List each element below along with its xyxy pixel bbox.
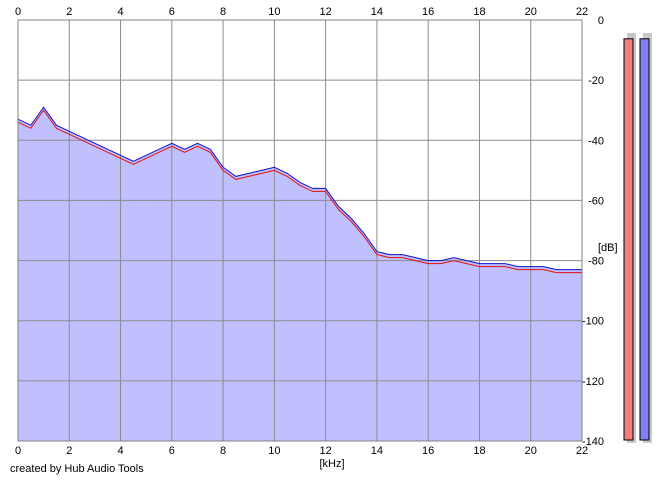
plot-frame [17, 19, 583, 442]
y-tick-label: -40 [588, 135, 604, 147]
x-tick-label-top: 0 [15, 6, 21, 18]
x-tick-label-bottom: 10 [268, 445, 280, 457]
y-tick-label: 0 [598, 15, 604, 27]
x-tick-label-bottom: 22 [576, 445, 588, 457]
x-tick-label-top: 8 [220, 6, 226, 18]
x-tick-label-top: 16 [422, 6, 434, 18]
x-tick-label-top: 12 [320, 6, 332, 18]
x-tick-label-bottom: 2 [66, 445, 72, 457]
x-tick-label-bottom: 4 [117, 445, 123, 457]
series-line-2 [17, 106, 582, 271]
x-tick-label-top: 6 [169, 6, 175, 18]
x-tick-label-top: 18 [473, 6, 485, 18]
x-axis-label: [kHz] [319, 458, 344, 470]
x-tick-label-bottom: 12 [320, 445, 332, 457]
x-tick-label-bottom: 14 [371, 445, 383, 457]
y-tick-label: -80 [588, 256, 604, 268]
y-tick-label: -20 [588, 75, 604, 87]
x-tick-label-top: 4 [117, 6, 123, 18]
y-tick-label: -60 [588, 195, 604, 207]
x-tick-label-top: 10 [268, 6, 280, 18]
y-tick-label: -100 [582, 316, 604, 328]
x-tick-label-bottom: 6 [169, 445, 175, 457]
level-meter-1 [623, 38, 634, 441]
series-line-1 [17, 109, 582, 274]
level-meter-2 [639, 38, 650, 441]
x-tick-label-top: 2 [66, 6, 72, 18]
x-tick-label-top: 14 [371, 6, 383, 18]
spectrum-fill [18, 107, 582, 441]
y-axis-label: [dB] [598, 242, 618, 254]
x-tick-label-bottom: 8 [220, 445, 226, 457]
x-tick-label-top: 20 [525, 6, 537, 18]
credit-text: created by Hub Audio Tools [10, 463, 144, 475]
x-tick-label-bottom: 18 [473, 445, 485, 457]
y-tick-label: -120 [582, 376, 604, 388]
x-tick-label-bottom: 0 [15, 445, 21, 457]
x-tick-label-bottom: 20 [525, 445, 537, 457]
x-tick-label-bottom: 16 [422, 445, 434, 457]
x-tick-label-top: 22 [576, 6, 588, 18]
y-tick-label: -140 [582, 436, 604, 448]
